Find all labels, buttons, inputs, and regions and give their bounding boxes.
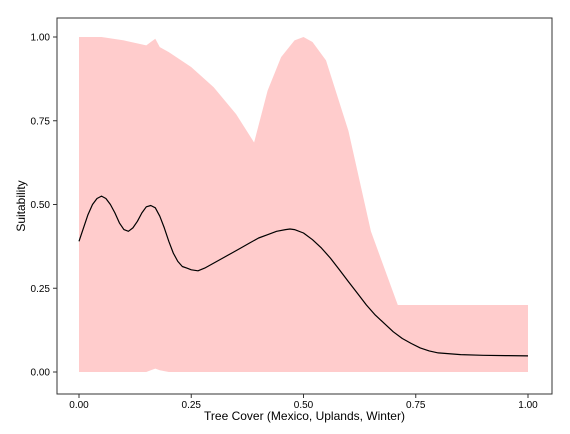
y-tick-label: 0.75 [31, 116, 51, 127]
y-tick-label: 1.00 [31, 33, 51, 44]
y-axis-title: Suitability [14, 180, 28, 231]
y-tick-label: 0.50 [31, 200, 51, 211]
y-tick-label: 0.00 [31, 368, 51, 379]
plot-area [79, 37, 528, 372]
x-tick-label: 1.00 [518, 400, 538, 411]
x-axis-title: Tree Cover (Mexico, Uplands, Winter) [204, 409, 405, 423]
y-tick-label: 0.25 [31, 284, 51, 295]
x-tick-label: 0.25 [182, 400, 202, 411]
x-tick-label: 0.75 [406, 400, 426, 411]
confidence-band [79, 37, 528, 372]
x-tick-label: 0.00 [69, 400, 89, 411]
